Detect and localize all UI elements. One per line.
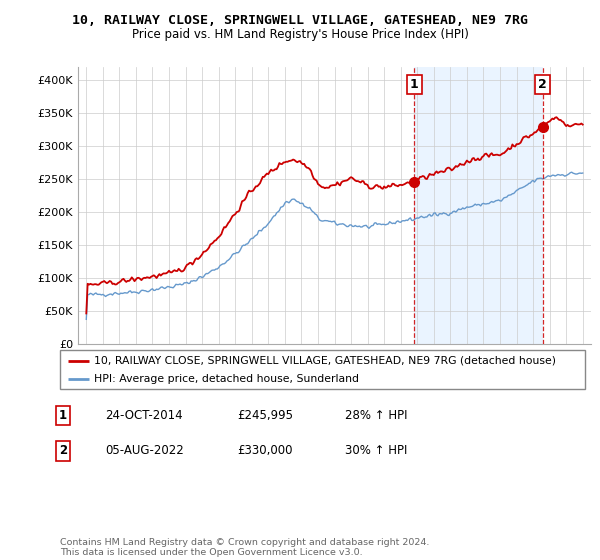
Text: Price paid vs. HM Land Registry's House Price Index (HPI): Price paid vs. HM Land Registry's House … <box>131 28 469 41</box>
Text: 2: 2 <box>59 444 67 458</box>
Text: 05-AUG-2022: 05-AUG-2022 <box>105 444 184 458</box>
Text: 28% ↑ HPI: 28% ↑ HPI <box>345 409 407 422</box>
Bar <box>414 67 543 344</box>
Text: £245,995: £245,995 <box>237 409 293 422</box>
Text: £330,000: £330,000 <box>237 444 293 458</box>
Text: 1: 1 <box>410 78 419 91</box>
Text: 24-OCT-2014: 24-OCT-2014 <box>105 409 182 422</box>
Text: 2: 2 <box>538 78 547 91</box>
Text: 10, RAILWAY CLOSE, SPRINGWELL VILLAGE, GATESHEAD, NE9 7RG: 10, RAILWAY CLOSE, SPRINGWELL VILLAGE, G… <box>72 14 528 27</box>
Text: 30% ↑ HPI: 30% ↑ HPI <box>345 444 407 458</box>
Text: 1: 1 <box>59 409 67 422</box>
Text: Contains HM Land Registry data © Crown copyright and database right 2024.
This d: Contains HM Land Registry data © Crown c… <box>60 538 430 557</box>
Text: HPI: Average price, detached house, Sunderland: HPI: Average price, detached house, Sund… <box>94 374 359 384</box>
Text: 10, RAILWAY CLOSE, SPRINGWELL VILLAGE, GATESHEAD, NE9 7RG (detached house): 10, RAILWAY CLOSE, SPRINGWELL VILLAGE, G… <box>94 356 556 366</box>
FancyBboxPatch shape <box>60 350 585 389</box>
